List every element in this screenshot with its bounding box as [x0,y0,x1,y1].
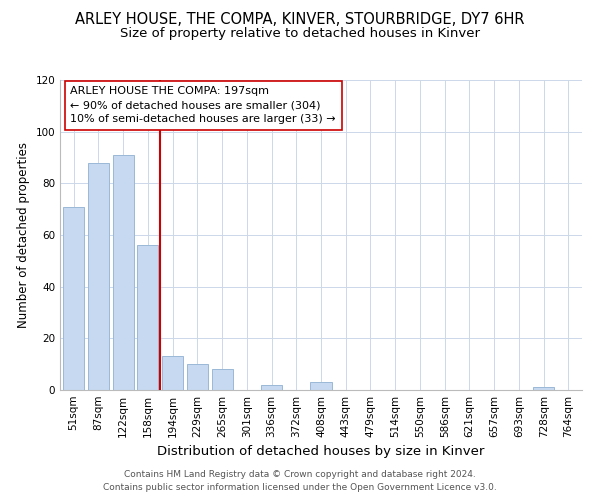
Y-axis label: Number of detached properties: Number of detached properties [17,142,30,328]
Bar [187,364,208,390]
Bar [88,162,109,390]
Text: Size of property relative to detached houses in Kinver: Size of property relative to detached ho… [120,28,480,40]
Bar [310,382,332,390]
Bar [113,155,134,390]
Text: Contains HM Land Registry data © Crown copyright and database right 2024.
Contai: Contains HM Land Registry data © Crown c… [103,470,497,492]
Bar [261,385,282,390]
Text: ARLEY HOUSE, THE COMPA, KINVER, STOURBRIDGE, DY7 6HR: ARLEY HOUSE, THE COMPA, KINVER, STOURBRI… [75,12,525,28]
Bar [137,246,158,390]
Bar [63,206,84,390]
Bar [533,388,554,390]
Bar [212,370,233,390]
X-axis label: Distribution of detached houses by size in Kinver: Distribution of detached houses by size … [157,446,485,458]
Text: ARLEY HOUSE THE COMPA: 197sqm
← 90% of detached houses are smaller (304)
10% of : ARLEY HOUSE THE COMPA: 197sqm ← 90% of d… [70,86,336,124]
Bar [162,356,183,390]
